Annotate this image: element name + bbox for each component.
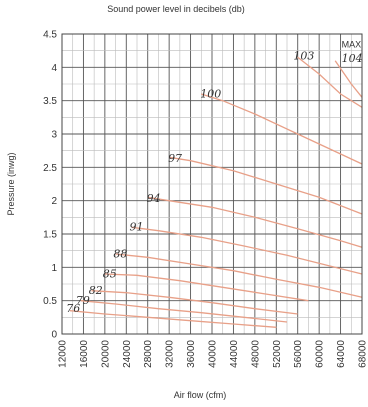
series-lines [69, 56, 363, 328]
curve-label-104: 104 [342, 52, 363, 65]
y-tick-label: 2.5 [43, 163, 57, 174]
x-tick-label: 64000 [336, 340, 347, 368]
series-line-88 [115, 253, 363, 298]
series-line-91 [131, 226, 363, 275]
y-axis-label: Pressure (inwg) [6, 152, 16, 215]
curve-label-88: 88 [113, 247, 127, 260]
x-tick-label: 48000 [250, 340, 261, 368]
series-line-97 [168, 156, 363, 215]
curve-label-91: 91 [130, 221, 144, 234]
series-line-85 [104, 273, 309, 302]
x-tick-label: 60000 [315, 340, 326, 368]
axis-ticks: 0 0.5 1 1.5 2 2.5 3 3.5 4 4.5 12000 16000 20000 24000… [43, 30, 368, 368]
chart-title: Sound power level in decibels (db) [107, 4, 245, 14]
series-line-76 [69, 310, 277, 328]
curve-label-100: 100 [200, 87, 221, 100]
curve-label-103: 103 [293, 49, 314, 62]
x-tick-label: 36000 [186, 340, 197, 368]
series-line-max [334, 60, 363, 98]
y-tick-label: 0 [51, 330, 57, 341]
y-tick-label: 0.5 [43, 296, 57, 307]
y-tick-label: 3.5 [43, 96, 57, 107]
curve-label-max: MAX [342, 39, 362, 49]
curve-label-82: 82 [89, 284, 103, 297]
x-tick-label: 52000 [272, 340, 283, 368]
x-tick-label: 16000 [79, 340, 90, 368]
x-tick-label: 44000 [229, 340, 240, 368]
y-tick-label: 1 [51, 263, 57, 274]
x-axis-label: Air flow (cfm) [174, 390, 227, 400]
series-line-100 [201, 93, 363, 165]
x-tick-label: 20000 [100, 340, 111, 368]
y-tick-label: 1.5 [43, 230, 57, 241]
series-line-103 [297, 56, 363, 108]
series-line-79 [80, 300, 288, 323]
y-tick-label: 3 [51, 130, 57, 141]
series-line-94 [147, 196, 363, 248]
x-tick-label: 40000 [208, 340, 219, 368]
curve-label-76: 76 [66, 302, 80, 315]
y-tick-label: 4.5 [43, 30, 57, 41]
series-line-82 [91, 290, 298, 315]
x-tick-label: 12000 [58, 340, 69, 368]
x-tick-label: 56000 [293, 340, 304, 368]
curve-label-97: 97 [168, 152, 182, 165]
curve-label-94: 94 [147, 192, 161, 205]
y-tick-label: 2 [51, 196, 57, 207]
x-tick-label: 68000 [358, 340, 368, 368]
x-tick-label: 32000 [165, 340, 176, 368]
plot-frame [61, 33, 363, 335]
curve-label-85: 85 [103, 267, 117, 280]
y-tick-label: 4 [51, 63, 57, 74]
curve-label-79: 79 [76, 294, 90, 307]
x-tick-label: 28000 [143, 340, 154, 368]
x-tick-label: 24000 [122, 340, 133, 368]
